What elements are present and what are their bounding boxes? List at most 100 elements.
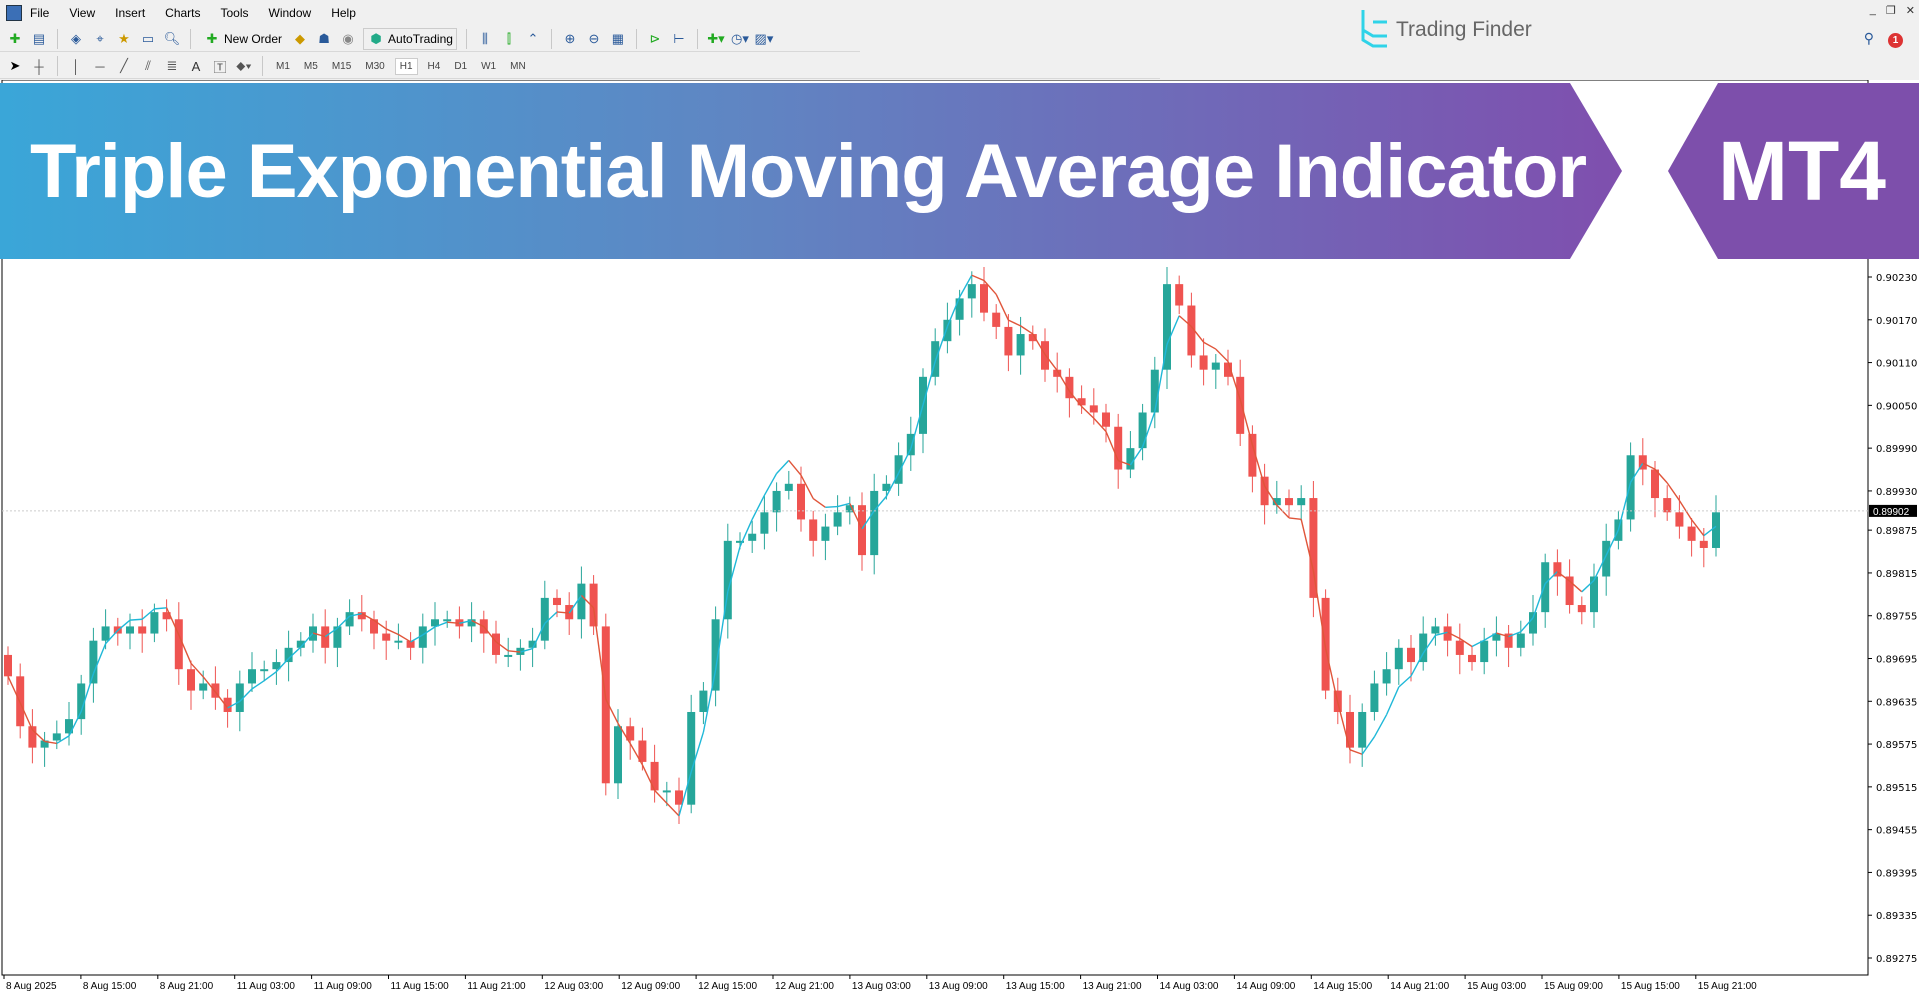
timeframe-d1[interactable]: D1 — [454, 60, 468, 72]
candlestick-icon[interactable]: ⫿ — [506, 31, 512, 46]
candle-body — [1077, 398, 1086, 406]
tema-line-segment — [1483, 632, 1497, 641]
tema-line-segment — [1093, 417, 1107, 432]
strategy-tester-icon[interactable]: 🔍︎ — [163, 31, 181, 46]
indicators-icon[interactable]: ✚▾ — [707, 31, 725, 46]
new-order-button[interactable]: ✚ New Order — [200, 28, 285, 50]
navigator-icon[interactable]: ★ — [118, 31, 130, 46]
tema-line-segment — [1032, 333, 1046, 355]
tema-line-segment — [544, 611, 558, 624]
signals-icon[interactable]: ☗ — [318, 31, 330, 46]
autoscroll-icon[interactable]: ⊳ — [649, 31, 661, 46]
tema-line-segment — [300, 632, 314, 648]
candle-body — [1626, 455, 1635, 520]
candle-body — [1419, 633, 1428, 663]
timeframe-m5[interactable]: M5 — [303, 60, 318, 72]
tema-line-segment — [361, 612, 375, 621]
timeframe-m15[interactable]: M15 — [331, 60, 352, 72]
timeframe-h4[interactable]: H4 — [427, 60, 441, 72]
tema-line-segment — [1056, 370, 1071, 392]
crosshair-icon[interactable]: ⌖ — [96, 31, 104, 46]
tema-line-segment — [873, 495, 887, 512]
templates-icon[interactable]: ▨▾ — [754, 31, 774, 46]
terminal-icon[interactable]: ▭ — [141, 31, 155, 46]
candle-body — [1004, 326, 1013, 356]
menu-help[interactable]: Help — [331, 5, 356, 20]
metaeditor-icon[interactable]: ◆ — [295, 31, 306, 46]
vertical-line-icon[interactable]: │ — [71, 58, 81, 74]
search-icon[interactable]: ⚲ — [1863, 30, 1874, 46]
text-icon[interactable]: A — [191, 58, 201, 74]
candle-body — [467, 619, 476, 627]
timeframe-w1[interactable]: W1 — [481, 60, 497, 72]
zoom-in-icon[interactable]: ⊕ — [564, 31, 576, 46]
new-chart-icon[interactable]: ✚ — [9, 31, 21, 46]
text-label-icon[interactable]: 🅃 — [213, 59, 227, 75]
candle-body — [235, 683, 244, 712]
tema-line-segment — [739, 519, 753, 547]
tema-line-segment — [190, 662, 204, 678]
horizontal-line-icon[interactable]: ─ — [95, 58, 105, 74]
tema-line-segment — [520, 647, 533, 653]
candle-body — [321, 626, 330, 648]
restore-button[interactable]: ❐ — [1885, 5, 1896, 17]
time-tick-label: 12 Aug 21:00 — [775, 981, 834, 992]
candle-body — [1211, 362, 1220, 370]
candle-body — [882, 483, 891, 491]
cursor-icon[interactable]: ➤ — [9, 58, 21, 73]
tema-line-segment — [1385, 686, 1400, 715]
candle-body — [1150, 369, 1159, 413]
timeframe-m1[interactable]: M1 — [276, 60, 290, 72]
menu-tools[interactable]: Tools — [220, 5, 249, 20]
tema-line-segment — [1154, 344, 1168, 412]
channel-icon[interactable]: ⫽ — [145, 58, 151, 73]
market-watch-icon[interactable]: ◈ — [71, 31, 81, 46]
crosshair-tool-icon[interactable]: ┼ — [34, 58, 44, 74]
menu-window[interactable]: Window — [268, 5, 312, 20]
tema-line-segment — [251, 680, 265, 690]
tema-line-segment — [1129, 446, 1144, 466]
minimize-button[interactable]: _ — [1869, 4, 1876, 16]
timeframe-m30[interactable]: M30 — [365, 60, 385, 72]
periods-icon[interactable]: ◷▾ — [731, 31, 749, 46]
chart-shift-icon[interactable]: ⊢ — [673, 31, 685, 46]
notifications-icon[interactable]: 1 — [1888, 30, 1903, 48]
line-chart-icon[interactable]: ⌃ — [527, 31, 539, 46]
candle-body — [577, 583, 586, 620]
tema-line-segment — [678, 771, 692, 817]
tema-line-segment — [531, 623, 546, 649]
menu-insert[interactable]: Insert — [115, 5, 146, 20]
candle-body — [1602, 540, 1611, 577]
tile-windows-icon[interactable]: ▦ — [611, 31, 625, 46]
bar-chart-icon[interactable]: ⫼ — [481, 31, 488, 46]
menu-file[interactable]: File — [30, 5, 50, 20]
autotrading-button[interactable]: ⬢ AutoTrading — [363, 28, 457, 50]
timeframe-mn[interactable]: MN — [510, 60, 526, 72]
close-button[interactable]: ✕ — [1905, 5, 1915, 17]
candle-body — [1712, 512, 1720, 548]
arrows-icon[interactable]: ⬥▾ — [236, 58, 252, 73]
menu-charts[interactable]: Charts — [165, 5, 201, 20]
zoom-out-icon[interactable]: ⊖ — [588, 31, 600, 46]
trendline-icon[interactable]: ╱ — [120, 58, 128, 73]
menu-view[interactable]: View — [69, 5, 96, 20]
candle-body — [1699, 540, 1708, 548]
tema-line-segment — [556, 611, 570, 614]
fibonacci-icon[interactable]: ≣ — [166, 58, 178, 73]
time-tick-label: 13 Aug 09:00 — [929, 981, 988, 992]
time-tick-label: 8 Aug 2025 — [6, 981, 57, 992]
market-icon[interactable]: ◉ — [342, 31, 354, 46]
profiles-icon[interactable]: ▤ — [32, 31, 46, 46]
candle-body — [77, 683, 86, 720]
timeframe-h1[interactable]: H1 — [394, 57, 418, 75]
tema-line-segment — [1251, 444, 1266, 487]
candle-body — [1504, 633, 1513, 648]
candle-body — [1053, 369, 1062, 377]
candle-body — [589, 583, 598, 627]
tema-line-segment — [154, 607, 167, 610]
candle-body — [1114, 426, 1123, 470]
tema-line-segment — [763, 473, 778, 496]
candle-body — [675, 790, 683, 805]
tema-line-segment — [483, 626, 497, 643]
tema-line-segment — [1532, 583, 1546, 619]
